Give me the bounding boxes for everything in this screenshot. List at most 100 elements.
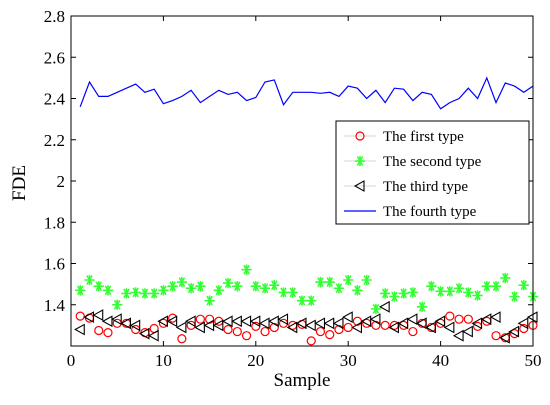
series-1-point [380,320,390,330]
series-2-point [426,280,437,292]
series-1-point [94,325,104,336]
series-2-point [176,276,188,288]
series-2-point [416,301,428,313]
series-3-point [120,317,131,330]
series-3-point [415,317,427,330]
series-3-point [443,321,455,334]
series-3-point [369,313,381,326]
series-3-point [184,315,196,328]
x-axis-title: Sample [274,370,331,391]
series-3-point [379,300,390,313]
series-3-point [480,313,492,326]
series-2-point [121,288,132,299]
series-3-point [92,309,104,321]
x-tick-label: 20 [247,351,264,370]
series-2-point [139,288,151,299]
series-2-point [232,280,243,292]
series-2 [74,264,539,315]
series-1-point [491,331,501,341]
series-2-point [305,295,317,306]
series-1-point [223,324,233,335]
legend-label: The third type [383,179,468,195]
legend-swatch-marker [355,131,365,141]
series-2-point [167,280,178,292]
series-2-point [74,285,86,296]
series-1-point [463,314,473,324]
y-tick-label: 2.6 [44,48,65,67]
legend-swatch-marker [354,155,366,167]
series-3-point [101,315,113,328]
x-tick-label: 10 [155,351,172,370]
series-3-point [323,317,335,330]
series-1-point [232,326,242,337]
series-3-point [111,313,122,326]
legend-label: The fourth type [383,204,477,220]
legend-label: The first type [383,129,464,145]
x-tick-label: 0 [67,351,76,370]
series-2-point [518,279,530,291]
series-2-point [287,287,299,298]
series-2-point [435,286,446,297]
y-tick-label: 2 [57,172,66,191]
series-3-point [129,319,141,332]
legend: The first type The second type The third t… [335,120,530,225]
series-1-point [306,336,316,346]
x-tick-label: 50 [525,351,542,370]
series-1-point [408,326,418,337]
series-2-point [250,280,262,292]
series-1-point [343,322,353,333]
series-3-point [517,317,529,330]
series-2-point [370,303,382,315]
series-1-point [325,330,335,340]
series-2-point [278,287,289,298]
series-2-point [93,280,105,292]
series-1-point [177,334,187,344]
series-1-point [315,326,326,337]
series-3-point [434,315,446,328]
y-tick-label: 1.4 [44,296,66,315]
series-3-point [231,315,242,328]
series-3-point [351,321,362,334]
series-3-point [221,315,233,328]
series-1-point [241,331,252,341]
series-3-point [508,325,520,338]
series-3-point [388,321,399,334]
series-2-point [463,287,474,298]
series-2-point [222,277,234,289]
series-3-point [212,319,224,332]
series-3-point [295,317,307,330]
series-3-point [83,311,95,324]
series-2-point [84,274,95,286]
series-2-point [213,285,225,296]
series-2-point [158,285,169,296]
series-2-point [509,291,520,302]
series-3-point [462,325,473,338]
series-2-point [453,282,465,294]
series-3-point [286,321,298,334]
series-2-point [379,288,391,299]
series-1-point [75,311,85,321]
series-2-point [407,287,419,298]
series-3-point [258,317,270,330]
series-2-point [296,295,308,306]
series-2-point [389,291,400,302]
series-2-point [472,290,483,301]
series-2-point [315,276,326,288]
y-tick-label: 2.8 [44,7,65,26]
series-2-point [185,282,197,294]
series-3-point [314,317,326,330]
series-2-point [342,274,354,286]
x-tick-label: 40 [432,351,449,370]
y-tick-label: 1.6 [44,255,65,274]
y-tick-label: 2.2 [44,131,65,150]
series-2-point [148,288,160,299]
axes-layer: 0 10 20 30 40 50 1.4 1.6 1.8 2 2.2 2.4 2.6 2.8 [44,7,542,370]
series-3-point [499,331,510,344]
series-3-point [148,329,159,342]
series-3-point [277,313,289,326]
legend-label: The second type [383,154,482,170]
series-1-point [445,311,455,321]
series-2-point [111,299,123,311]
series-3-point [138,327,150,340]
